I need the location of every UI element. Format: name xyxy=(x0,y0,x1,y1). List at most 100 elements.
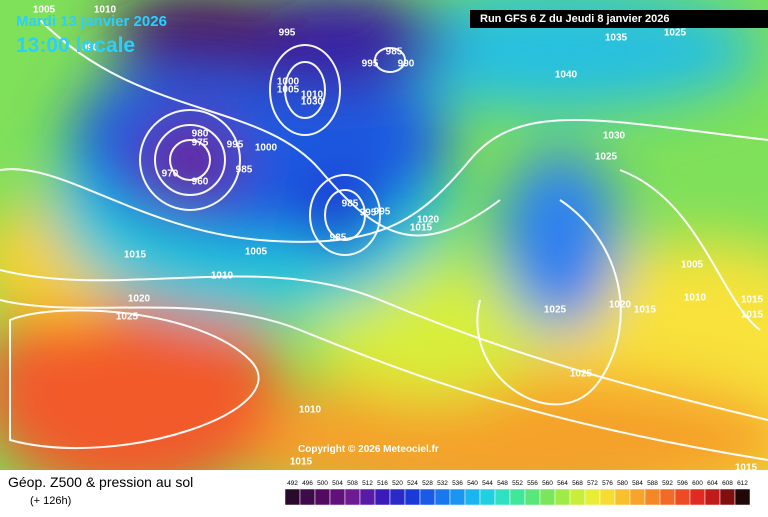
isobar-label: 1025 xyxy=(595,152,618,163)
valid-date: Mardi 13 janvier 2026 xyxy=(16,13,167,30)
scale-label: 560 xyxy=(542,480,553,487)
scale-label: 552 xyxy=(512,480,523,487)
isobar-label: 995 xyxy=(279,28,296,39)
scale-swatch xyxy=(614,488,631,506)
scale-swatch xyxy=(494,488,511,506)
isobar-label: 980 xyxy=(192,129,209,140)
scale-label: 608 xyxy=(722,480,733,487)
isobar-label: 1000 xyxy=(255,143,278,154)
isobar-label: 985 xyxy=(236,165,253,176)
scale-swatch xyxy=(644,488,661,506)
isobar-label: 1015 xyxy=(735,463,758,474)
lead-time: (+ 126h) xyxy=(30,495,71,507)
scale-label: 564 xyxy=(557,480,568,487)
scale-label: 532 xyxy=(437,480,448,487)
scale-swatch xyxy=(344,488,361,506)
scale-label: 504 xyxy=(332,480,343,487)
isobar-label: 985 xyxy=(342,199,359,210)
scale-label: 508 xyxy=(347,480,358,487)
isobar-label: 1030 xyxy=(603,131,626,142)
isobar-label: 1020 xyxy=(417,215,440,226)
isobar-label: 970 xyxy=(162,169,179,180)
scale-label: 576 xyxy=(602,480,613,487)
scale-swatch xyxy=(389,488,406,506)
isobar-label: 1025 xyxy=(544,305,567,316)
scale-swatch xyxy=(689,488,706,506)
isobar-label: 1025 xyxy=(116,312,139,323)
isobar-label: 1010 xyxy=(94,5,117,16)
scale-label: 572 xyxy=(587,480,598,487)
isobar-label: 1025 xyxy=(664,28,687,39)
scale-swatch xyxy=(284,488,301,506)
scale-label: 588 xyxy=(647,480,658,487)
isobar-label: 1010 xyxy=(684,293,707,304)
scale-label: 544 xyxy=(482,480,493,487)
scale-swatch xyxy=(584,488,601,506)
isobar-label: 1040 xyxy=(555,70,578,81)
scale-label: 600 xyxy=(692,480,703,487)
isobar-label: 1005 xyxy=(33,5,56,16)
scale-label: 604 xyxy=(707,480,718,487)
scale-label: 592 xyxy=(662,480,673,487)
scale-swatch xyxy=(674,488,691,506)
isobar-label: 1005 xyxy=(277,85,300,96)
isobar-label: 995 xyxy=(362,59,379,70)
scale-label: 580 xyxy=(617,480,628,487)
footer-title: Géop. Z500 & pression au sol xyxy=(8,474,193,490)
scale-label: 528 xyxy=(422,480,433,487)
isobar-label: 985 xyxy=(386,47,403,58)
scale-swatch xyxy=(659,488,676,506)
scale-label: 512 xyxy=(362,480,373,487)
scale-label: 548 xyxy=(497,480,508,487)
scale-swatch xyxy=(734,488,751,506)
local-time: 13:00 locale xyxy=(16,34,135,57)
scale-swatch xyxy=(704,488,721,506)
isobar-label: 1015 xyxy=(741,295,764,306)
isobar-label: 1015 xyxy=(634,305,657,316)
copyright: Copyright © 2026 Meteociel.fr xyxy=(298,444,439,455)
scale-swatch xyxy=(554,488,571,506)
isobar-label: 995 xyxy=(374,207,391,218)
scale-label: 536 xyxy=(452,480,463,487)
scale-swatch xyxy=(539,488,556,506)
isobar-label: 1005 xyxy=(245,247,268,258)
scale-swatch xyxy=(374,488,391,506)
isobar-label: 990 xyxy=(82,43,99,54)
isobar-label: 975 xyxy=(192,138,209,149)
scale-swatch xyxy=(569,488,586,506)
scale-swatch xyxy=(464,488,481,506)
run-info: Run GFS 6 Z du Jeudi 8 janvier 2026 xyxy=(480,13,670,25)
isobar-label: 1015 xyxy=(124,250,147,261)
scale-swatch xyxy=(509,488,526,506)
scale-swatch xyxy=(419,488,436,506)
scale-swatch xyxy=(329,488,346,506)
isobar-label: 1010 xyxy=(299,405,322,416)
scale-label: 516 xyxy=(377,480,388,487)
isobar-label: 985 xyxy=(330,233,347,244)
scale-label: 612 xyxy=(737,480,748,487)
isobar-label: 1025 xyxy=(570,369,593,380)
scale-label: 556 xyxy=(527,480,538,487)
isobar-label: 1010 xyxy=(211,271,234,282)
isobar-label: 995 xyxy=(360,208,377,219)
isobar-label: 1015 xyxy=(741,310,764,321)
isobar-label: 1020 xyxy=(128,294,151,305)
scale-swatch xyxy=(434,488,451,506)
scale-label: 500 xyxy=(317,480,328,487)
isobar-label: 995 xyxy=(227,140,244,151)
scale-label: 520 xyxy=(392,480,403,487)
isobar-label: 1010 xyxy=(301,90,324,101)
scale-swatch xyxy=(404,488,421,506)
scale-swatch xyxy=(449,488,466,506)
isobar-label: 1000 xyxy=(277,77,300,88)
scale-swatch xyxy=(719,488,736,506)
scale-label: 568 xyxy=(572,480,583,487)
scale-label: 596 xyxy=(677,480,688,487)
scale-swatch xyxy=(359,488,376,506)
scale-label: 524 xyxy=(407,480,418,487)
isobar-label: 960 xyxy=(192,177,209,188)
scale-label: 540 xyxy=(467,480,478,487)
